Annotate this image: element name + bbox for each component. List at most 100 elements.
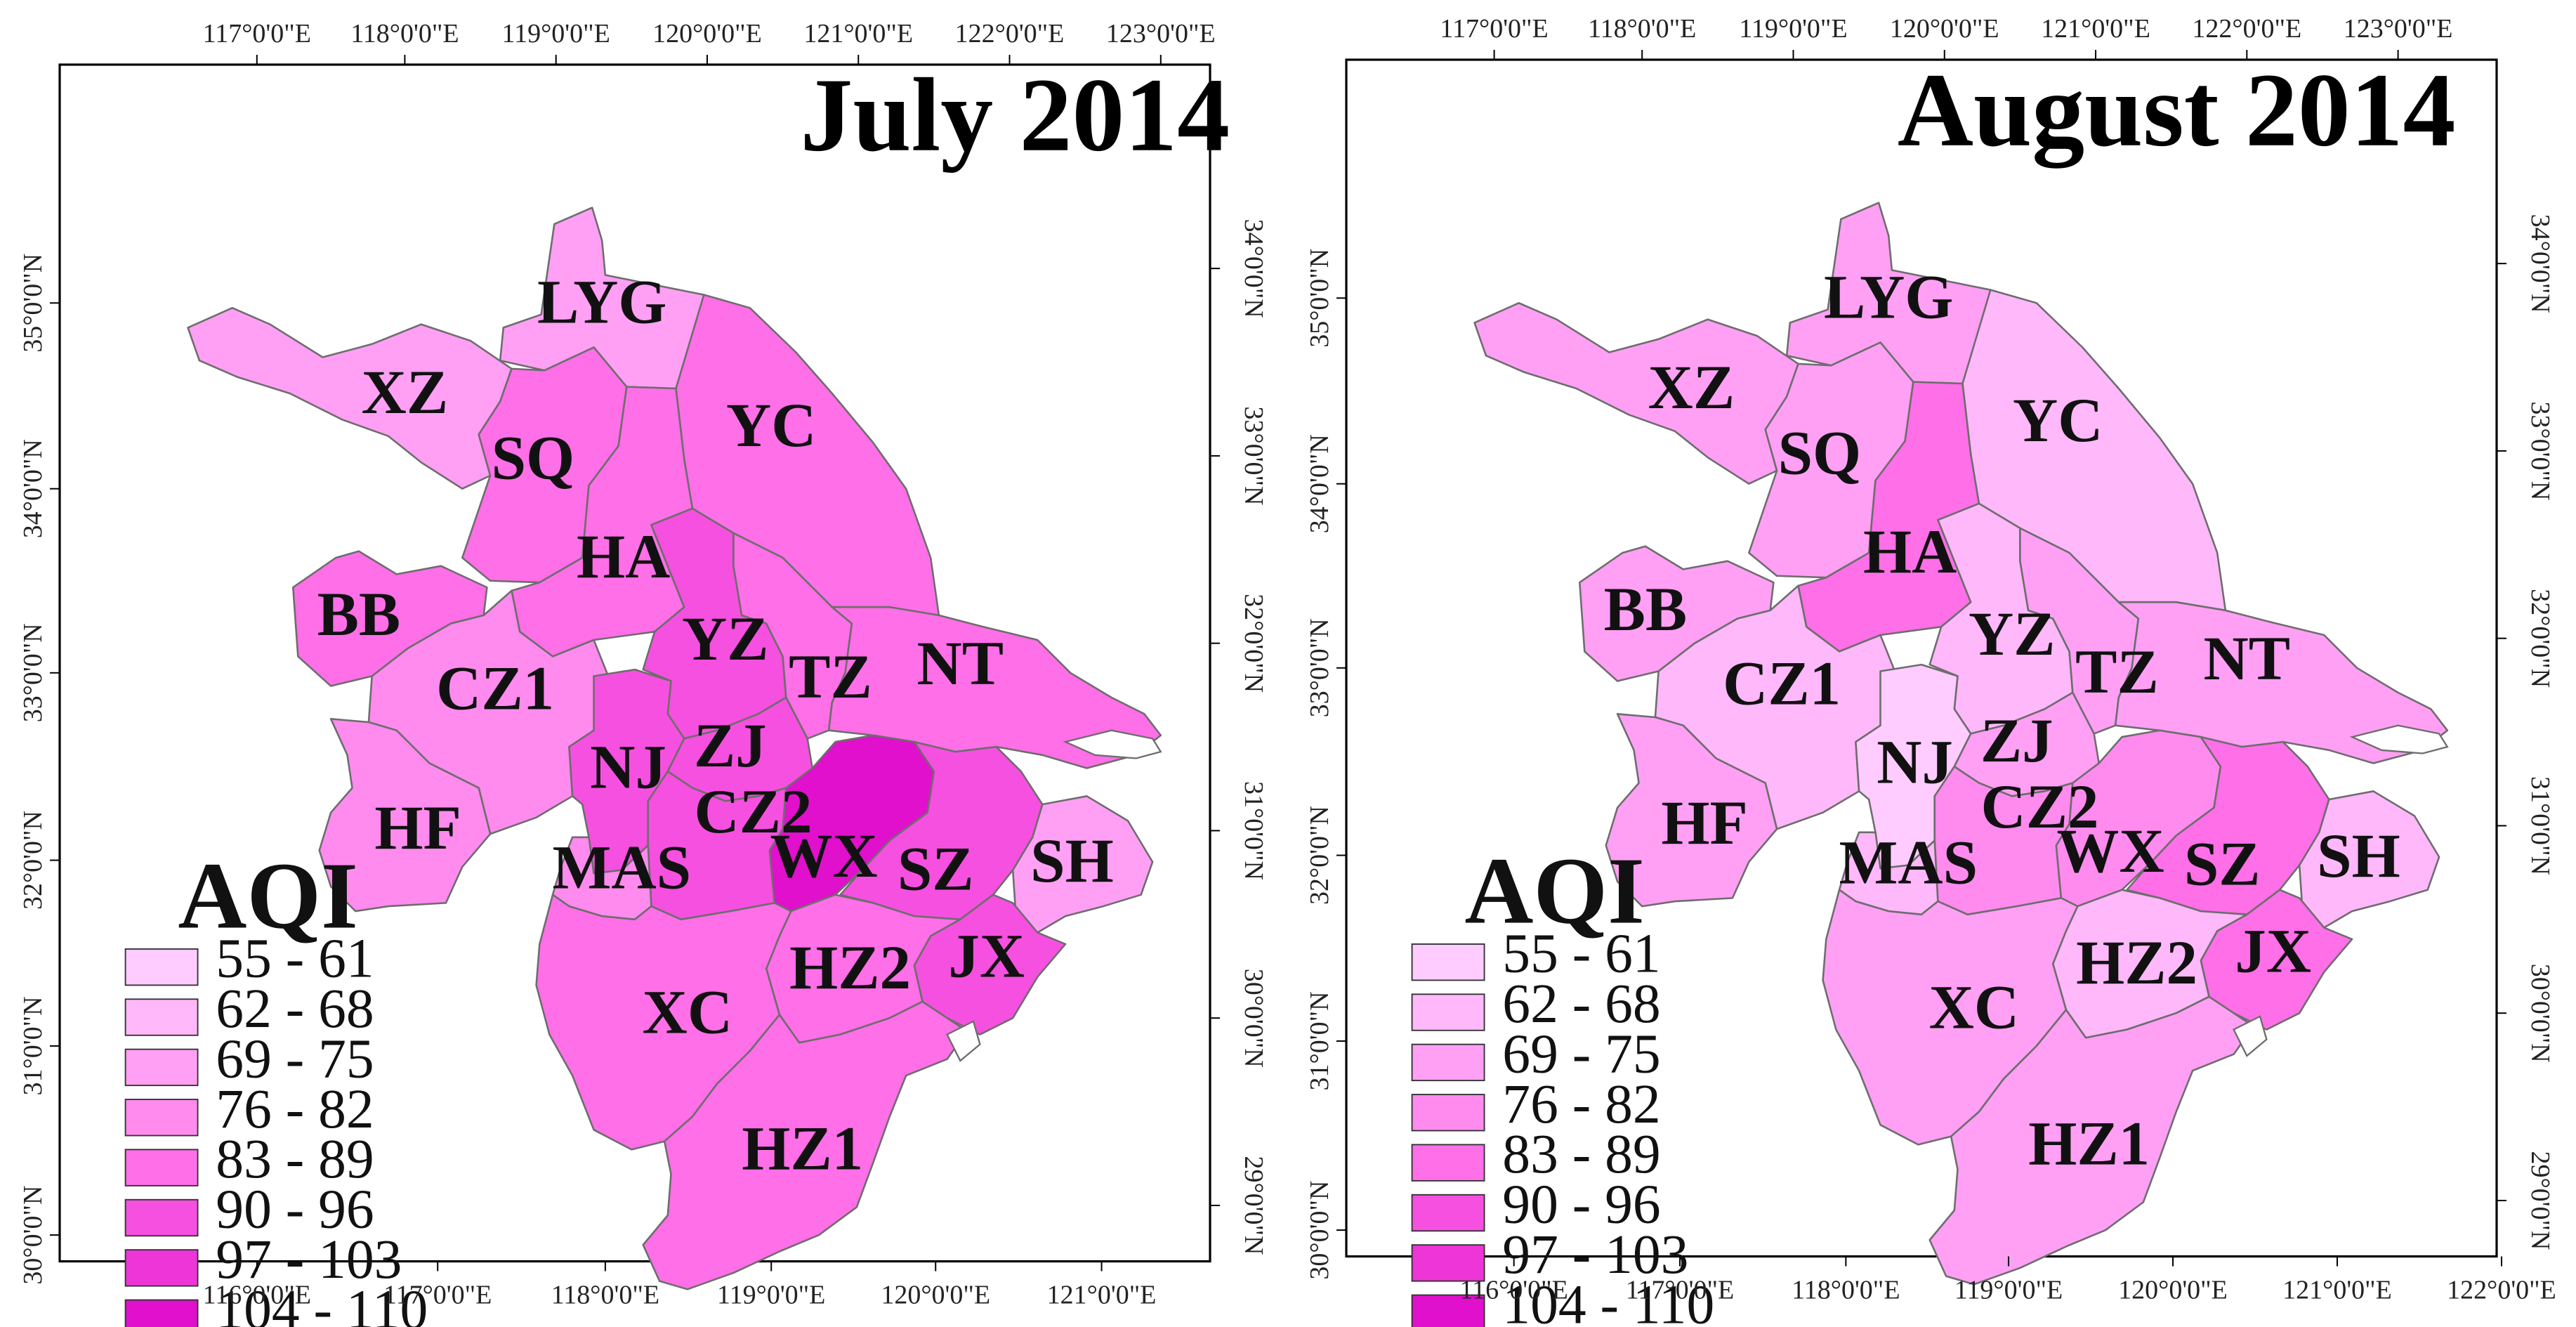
region-hz1[interactable] bbox=[1928, 995, 2254, 1286]
region-label: XC bbox=[643, 978, 732, 1047]
region-label: JX bbox=[948, 922, 1025, 991]
map-title: July 2014 bbox=[801, 58, 1230, 174]
region-hf[interactable] bbox=[318, 718, 492, 913]
region-nt[interactable] bbox=[827, 606, 1162, 769]
legend-swatch bbox=[1411, 1194, 1485, 1232]
region-label: XZ bbox=[1648, 353, 1735, 422]
legend-label: 97 - 103 bbox=[1502, 1224, 1688, 1286]
right-lat-label: 32°0'0"N bbox=[2525, 589, 2555, 688]
left-lat-label: 31°0'0"N bbox=[18, 996, 48, 1095]
region-sh[interactable] bbox=[2298, 790, 2440, 929]
estuary-island bbox=[1063, 729, 1162, 759]
region-label: SQ bbox=[1778, 419, 1862, 488]
legend-label: 62 - 68 bbox=[1502, 973, 1660, 1035]
right-lat-label: 30°0'0"N bbox=[2525, 964, 2555, 1063]
legend-swatch bbox=[124, 1299, 199, 1327]
region-nt[interactable] bbox=[2114, 601, 2449, 764]
region-label: HZ2 bbox=[789, 934, 911, 1002]
left-lat-label: 31°0'0"N bbox=[1305, 991, 1334, 1090]
region-label: SZ bbox=[2184, 830, 2261, 899]
left-lat-label: 32°0'0"N bbox=[1305, 806, 1334, 905]
region-label: NT bbox=[2204, 625, 2291, 693]
region-label: YC bbox=[726, 391, 816, 460]
legend-label: 90 - 96 bbox=[1502, 1174, 1660, 1236]
region-label: NJ bbox=[1877, 728, 1953, 797]
bottom-lon-label: 120°0'0"E bbox=[881, 1281, 990, 1310]
region-label: SZ bbox=[898, 835, 974, 904]
region-label: ZJ bbox=[694, 712, 767, 780]
region-label: LYG bbox=[1824, 263, 1954, 332]
region-label: YC bbox=[2013, 386, 2103, 455]
legend-swatch bbox=[124, 1099, 199, 1137]
region-layer bbox=[187, 207, 1162, 1290]
region-label: MAS bbox=[552, 833, 691, 902]
bottom-lon-label: 120°0'0"E bbox=[2118, 1276, 2228, 1305]
right-lat-label: 34°0'0"N bbox=[2525, 214, 2555, 313]
region-sh[interactable] bbox=[1011, 795, 1154, 934]
top-lon-label: 120°0'0"E bbox=[652, 19, 762, 48]
bottom-lon-label: 119°0'0"E bbox=[1954, 1276, 2063, 1305]
legend-label: 104 - 110 bbox=[1502, 1274, 1714, 1327]
legend-label: 69 - 75 bbox=[216, 1028, 374, 1090]
right-lat-label: 29°0'0"N bbox=[1239, 1156, 1268, 1255]
region-label: XC bbox=[1929, 973, 2019, 1042]
top-lon-label: 118°0'0"E bbox=[1588, 14, 1696, 44]
region-label: ZJ bbox=[1980, 707, 2053, 776]
legend-swatch bbox=[124, 1249, 199, 1287]
legend-swatch bbox=[1411, 1244, 1485, 1282]
region-label: HF bbox=[1661, 789, 1747, 858]
bottom-lon-label: 121°0'0"E bbox=[1047, 1281, 1157, 1310]
region-label: CZ1 bbox=[436, 654, 554, 723]
legend-label: 104 - 110 bbox=[216, 1279, 428, 1327]
legend-swatch bbox=[124, 1048, 199, 1087]
region-label: YZ bbox=[682, 605, 769, 674]
legend-swatch bbox=[124, 948, 199, 986]
legend-title: AQI bbox=[178, 844, 357, 949]
top-lon-label: 118°0'0"E bbox=[350, 19, 459, 48]
estuary-island bbox=[2349, 724, 2449, 754]
region-label: YZ bbox=[1969, 600, 2056, 669]
region-label: HZ1 bbox=[2028, 1109, 2150, 1178]
region-label: BB bbox=[317, 580, 401, 649]
region-label: LYG bbox=[537, 268, 667, 336]
legend-swatch bbox=[124, 1198, 199, 1237]
top-lon-label: 119°0'0"E bbox=[502, 19, 610, 48]
bottom-lon-label: 118°0'0"E bbox=[551, 1281, 659, 1310]
right-lat-label: 33°0'0"N bbox=[1239, 406, 1268, 505]
top-lon-label: 123°0'0"E bbox=[2344, 14, 2453, 44]
legend-swatch bbox=[1411, 1294, 1485, 1327]
legend-swatch bbox=[1411, 1043, 1485, 1082]
top-lon-label: 121°0'0"E bbox=[803, 19, 913, 48]
legend-swatch bbox=[1411, 1094, 1485, 1132]
bay-inlet bbox=[946, 1020, 981, 1062]
region-label: BB bbox=[1604, 575, 1688, 644]
right-lat-label: 32°0'0"N bbox=[1239, 594, 1268, 693]
right-lat-label: 30°0'0"N bbox=[1239, 969, 1268, 1068]
left-lat-label: 32°0'0"N bbox=[18, 811, 48, 910]
top-lon-label: 122°0'0"E bbox=[955, 19, 1065, 48]
region-label: HZ2 bbox=[2076, 929, 2197, 998]
region-label: NJ bbox=[590, 733, 666, 802]
region-label: HZ1 bbox=[742, 1114, 863, 1183]
top-lon-label: 119°0'0"E bbox=[1739, 14, 1847, 44]
region-label: HA bbox=[577, 523, 670, 591]
region-hf[interactable] bbox=[1605, 713, 1778, 908]
left-lat-label: 35°0'0"N bbox=[1305, 249, 1334, 348]
bay-inlet bbox=[2233, 1015, 2268, 1057]
left-lat-label: 30°0'0"N bbox=[1305, 1181, 1334, 1280]
legend-title: AQI bbox=[1464, 839, 1644, 944]
legend-label: 62 - 68 bbox=[216, 978, 374, 1040]
left-lat-label: 34°0'0"N bbox=[18, 439, 48, 538]
bottom-lon-label: 117°0'0"E bbox=[383, 1281, 492, 1310]
bottom-lon-label: 116°0'0"E bbox=[1460, 1276, 1568, 1305]
legend-swatch bbox=[1411, 943, 1485, 981]
region-label: NT bbox=[917, 629, 1004, 698]
legend-swatch bbox=[1411, 1144, 1485, 1182]
legend-swatch bbox=[1411, 993, 1485, 1031]
region-hz1[interactable] bbox=[642, 1000, 968, 1290]
region-label: TZ bbox=[2075, 638, 2159, 707]
bottom-lon-label: 116°0'0"E bbox=[203, 1281, 311, 1310]
top-lon-label: 117°0'0"E bbox=[203, 19, 311, 48]
